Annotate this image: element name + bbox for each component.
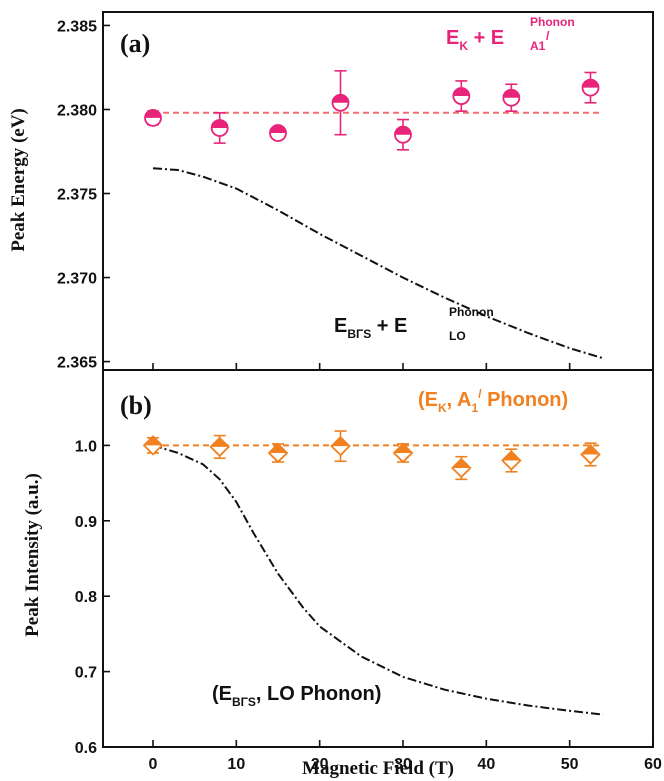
data-point-fill: [503, 89, 520, 98]
data-point-fill: [581, 445, 600, 455]
x-axis-title: Magnetic Field (T): [302, 758, 454, 779]
data-point-fill: [332, 94, 349, 103]
data-point-fill: [269, 443, 287, 453]
panel-a-legend-lower-sup: Phonon: [449, 305, 494, 319]
panel-a-legend-upper-prime: /: [546, 29, 550, 43]
panel-a-legend-upper: EK + E: [446, 27, 504, 53]
y-tick-label-b: 1.0: [75, 438, 97, 455]
data-point-fill: [270, 125, 286, 134]
x-tick-label: 10: [227, 756, 245, 773]
panel-b-label: (b): [120, 391, 152, 420]
y-tick-label-a: 2.380: [57, 102, 97, 119]
data-point-fill: [211, 119, 228, 128]
data-point-fill: [144, 436, 162, 446]
panel-b-ylabel: Peak Intensity (a.u.): [22, 473, 43, 637]
panel-b-axes: 0.6 0.7 0.8 0.9 1.0 0 10 20 30 40 50 60: [75, 438, 662, 773]
panel-a-legend-upper-sup: Phonon: [530, 15, 575, 29]
data-point-fill: [331, 437, 350, 447]
panel-b-legend-lower: (EBΓS, LO Phonon): [212, 683, 381, 709]
x-tick-label: 20: [311, 756, 329, 773]
panel-a-legend-lower: EBΓS + E: [334, 315, 407, 341]
model-curve-b: [152, 444, 604, 716]
model-curve-a: [152, 167, 604, 360]
panel-a-lines: [152, 111, 604, 360]
data-point-fill: [452, 459, 471, 469]
x-tick-label: 30: [394, 756, 412, 773]
panel-b-lines: [152, 444, 604, 716]
x-tick-label: 40: [477, 756, 495, 773]
data-point-fill: [210, 437, 229, 447]
panel-b-frame: [102, 369, 654, 748]
panel-a-ylabel: Peak Energy (eV): [8, 108, 29, 252]
y-tick-label-a: 2.375: [57, 187, 97, 204]
panel-a-points: [144, 70, 600, 151]
y-tick-label-b: 0.7: [75, 665, 97, 682]
data-point-fill: [582, 79, 599, 88]
y-tick-label-b: 0.8: [75, 589, 97, 606]
data-point-fill: [453, 88, 470, 97]
data-point-fill: [394, 443, 412, 453]
y-tick-label-b: 0.9: [75, 514, 97, 531]
data-point-fill: [395, 126, 411, 135]
y-tick-label-a: 2.365: [57, 355, 97, 372]
panel-a-axes: 2.365 2.370 2.375 2.380 2.385: [57, 18, 654, 372]
panel-a-label: (a): [120, 29, 150, 58]
y-tick-label-a: 2.385: [57, 18, 97, 35]
y-tick-label-a: 2.370: [57, 271, 97, 288]
x-tick-label: 60: [644, 756, 662, 773]
panel-a-legend-lower-sub: LO: [449, 329, 466, 343]
y-tick-label-b: 0.6: [75, 740, 97, 757]
x-tick-label: 50: [561, 756, 579, 773]
panel-b-legend-upper: (EK, A1/ Phonon): [418, 387, 568, 415]
x-tick-label: 0: [149, 756, 158, 773]
panel-b-points: [142, 430, 601, 481]
data-point-fill: [145, 109, 161, 118]
data-point-fill: [502, 451, 521, 461]
panel-a-legend-upper-sub: A1: [530, 39, 546, 53]
